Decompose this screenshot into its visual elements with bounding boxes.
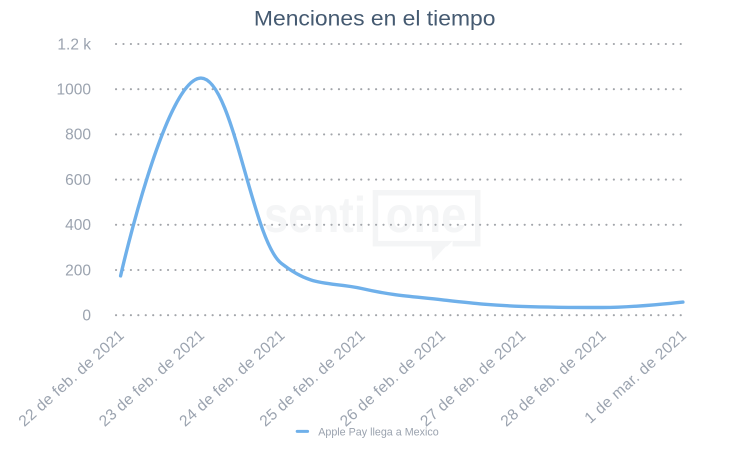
svg-text:senti: senti bbox=[264, 187, 366, 243]
svg-text:Menciones en el tiempo: Menciones en el tiempo bbox=[254, 6, 496, 30]
svg-text:0: 0 bbox=[82, 308, 91, 325]
svg-text:800: 800 bbox=[65, 127, 91, 144]
svg-text:one: one bbox=[386, 187, 467, 243]
svg-text:1000: 1000 bbox=[57, 82, 92, 99]
svg-text:1.2 k: 1.2 k bbox=[57, 36, 91, 53]
svg-text:400: 400 bbox=[65, 217, 91, 234]
svg-text:600: 600 bbox=[65, 172, 91, 189]
svg-text:Apple Pay llega a Mexico: Apple Pay llega a Mexico bbox=[318, 426, 439, 438]
svg-text:200: 200 bbox=[65, 262, 91, 279]
